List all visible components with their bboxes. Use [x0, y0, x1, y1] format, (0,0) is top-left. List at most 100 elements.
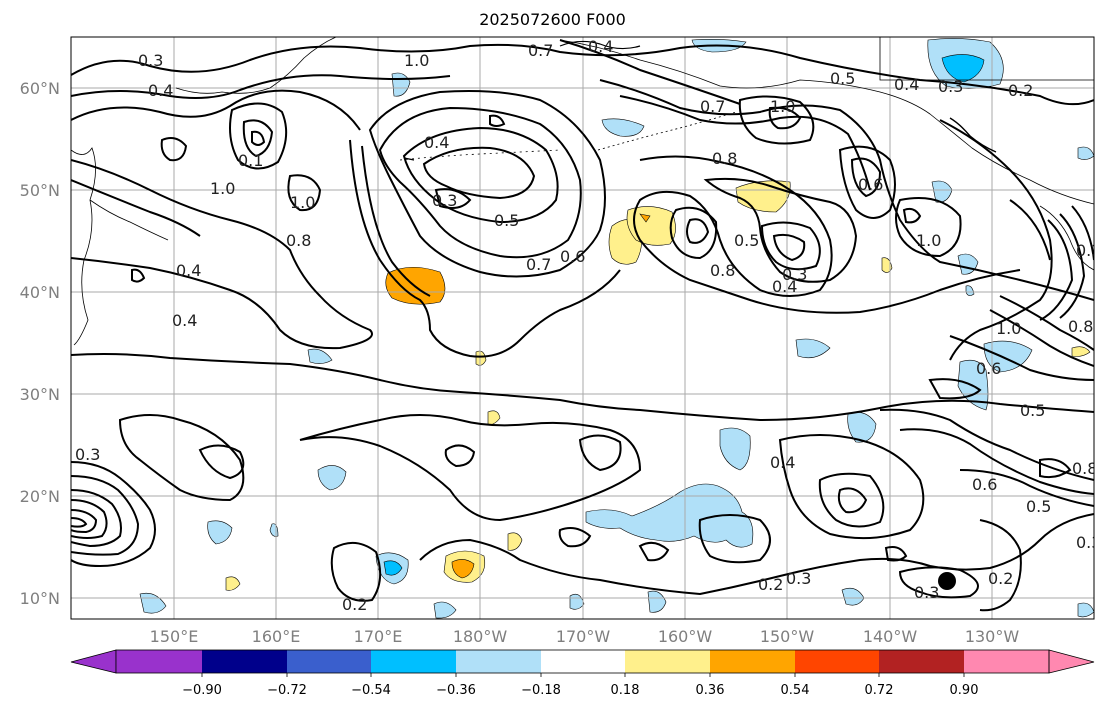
lat-label: 50°N — [20, 181, 60, 200]
colorbar-bin — [879, 650, 964, 673]
contour-label: 0.4 — [176, 261, 201, 280]
colorbar-bin — [116, 650, 202, 673]
lat-label: 10°N — [20, 589, 60, 608]
shade-patch — [626, 206, 676, 246]
longitude-labels: 150°E 160°E 170°E 180°W 170°W 160°W 150°… — [150, 627, 1020, 646]
colorbar-tick: −0.18 — [521, 683, 561, 698]
colorbar-extend-low — [70, 649, 117, 674]
contour-label: 0.6 — [560, 247, 585, 266]
contour-label: 0.4 — [148, 81, 173, 100]
minor-contours — [403, 40, 641, 161]
contour-label: 0.7 — [528, 41, 553, 60]
contour-label: 0.3 — [786, 569, 811, 588]
shade-patch — [795, 338, 831, 359]
map-canvas: 0.3 0.4 1.0 0.7 0.4 0.5 0.4 0.3 0.2 0.7 … — [71, 37, 1101, 619]
colorbar-bin — [371, 650, 456, 673]
colorbar-bin — [710, 650, 795, 673]
contour-label: 0.8 — [1072, 459, 1097, 478]
shade-patch — [601, 118, 645, 137]
lon-label: 130°W — [965, 627, 1020, 646]
shade-patch — [1071, 346, 1091, 357]
shade-patch — [719, 427, 751, 471]
lat-label: 30°N — [20, 385, 60, 404]
contour-label: 0.4 — [770, 453, 795, 472]
map-title: 2025072600 F000 — [479, 10, 626, 29]
shade-patch — [225, 576, 241, 591]
contour-lines — [71, 39, 1094, 612]
contour-label: 0.4 — [172, 311, 197, 330]
lon-label: 140°W — [863, 627, 918, 646]
shade-patch — [383, 560, 403, 576]
lat-label: 60°N — [20, 79, 60, 98]
contour-label: 0.3 — [782, 265, 807, 284]
contour-label: 1.0 — [210, 179, 235, 198]
contour-label: 0.5 — [734, 231, 759, 250]
contour-label: 0.5 — [830, 69, 855, 88]
lon-label: 160°W — [658, 627, 713, 646]
shade-patch — [451, 559, 475, 579]
contour-label: 0.6 — [976, 359, 1001, 378]
shaded-anomalies — [139, 38, 1094, 619]
shade-patch — [585, 483, 754, 548]
colorbar-tick: 0.90 — [950, 683, 979, 698]
center-marker — [938, 572, 956, 590]
contour-label: 0.4 — [424, 133, 449, 152]
contour-label: 0.5 — [494, 211, 519, 230]
colorbar-bin — [541, 650, 625, 673]
shade-patch — [317, 465, 347, 491]
contour-label-group: 0.3 0.4 1.0 0.7 0.4 0.5 0.4 0.3 0.2 0.7 … — [75, 37, 1101, 614]
contour-label: 0.8 — [286, 231, 311, 250]
shade-patch — [433, 601, 457, 619]
contour-label: 0.7 — [700, 97, 725, 116]
contour-label: 0.1 — [238, 151, 263, 170]
colorbar-tick: −0.54 — [351, 683, 391, 698]
lat-label: 40°N — [20, 283, 60, 302]
shade-patch — [847, 412, 877, 443]
contour-label: 0.3 — [914, 583, 939, 602]
contour-label: 1.0 — [404, 51, 429, 70]
contour-label: 0.3 — [75, 445, 100, 464]
contour-label: 0.3 — [1076, 241, 1101, 260]
colorbar-tick: 0.54 — [781, 683, 810, 698]
contour-label: 0.2 — [758, 575, 783, 594]
shade-patch — [639, 213, 651, 223]
colorbar-bin — [964, 650, 1049, 673]
contour-label: 0.4 — [894, 75, 919, 94]
colorbar-bin — [287, 650, 371, 673]
contour-label: 0.6 — [972, 475, 997, 494]
lat-label: 20°N — [20, 487, 60, 506]
contour-label: 0.2 — [342, 595, 367, 614]
colorbar-tick: 0.36 — [696, 683, 725, 698]
colorbar-bin — [202, 650, 287, 673]
shade-patch — [941, 54, 985, 83]
lon-label: 150°E — [150, 627, 199, 646]
contour-label: 0.5 — [1020, 401, 1045, 420]
contour-label: 0.3 — [938, 77, 963, 96]
contour-label: 1.0 — [916, 231, 941, 250]
contour-label: 0.8 — [1068, 317, 1093, 336]
lon-label: 170°E — [354, 627, 403, 646]
contour-label: 0.3 — [432, 191, 457, 210]
contour-label: 0.2 — [988, 569, 1013, 588]
contour-label: 0.3 — [138, 51, 163, 70]
colorbar-tick: −0.36 — [436, 683, 476, 698]
colorbar-bin — [625, 650, 710, 673]
shade-patch — [207, 520, 233, 545]
lon-label: 160°E — [252, 627, 301, 646]
contour-label: 1.0 — [770, 97, 795, 116]
lon-label: 150°W — [760, 627, 815, 646]
contour-label: 1.0 — [996, 319, 1021, 338]
shade-patch — [965, 285, 975, 296]
lon-label: 170°W — [556, 627, 611, 646]
contour-label: 0.7 — [526, 255, 551, 274]
contour-label: 0.4 — [772, 277, 797, 296]
lon-label: 180°W — [453, 627, 508, 646]
contour-label: 0.4 — [588, 37, 613, 56]
colorbar-extend-high — [1048, 649, 1095, 674]
contour-label: 0.8 — [710, 261, 735, 280]
colorbar-bin — [795, 650, 879, 673]
shade-patch — [307, 348, 333, 364]
map-frame — [70, 36, 1095, 620]
contour-label: 1.0 — [290, 193, 315, 212]
